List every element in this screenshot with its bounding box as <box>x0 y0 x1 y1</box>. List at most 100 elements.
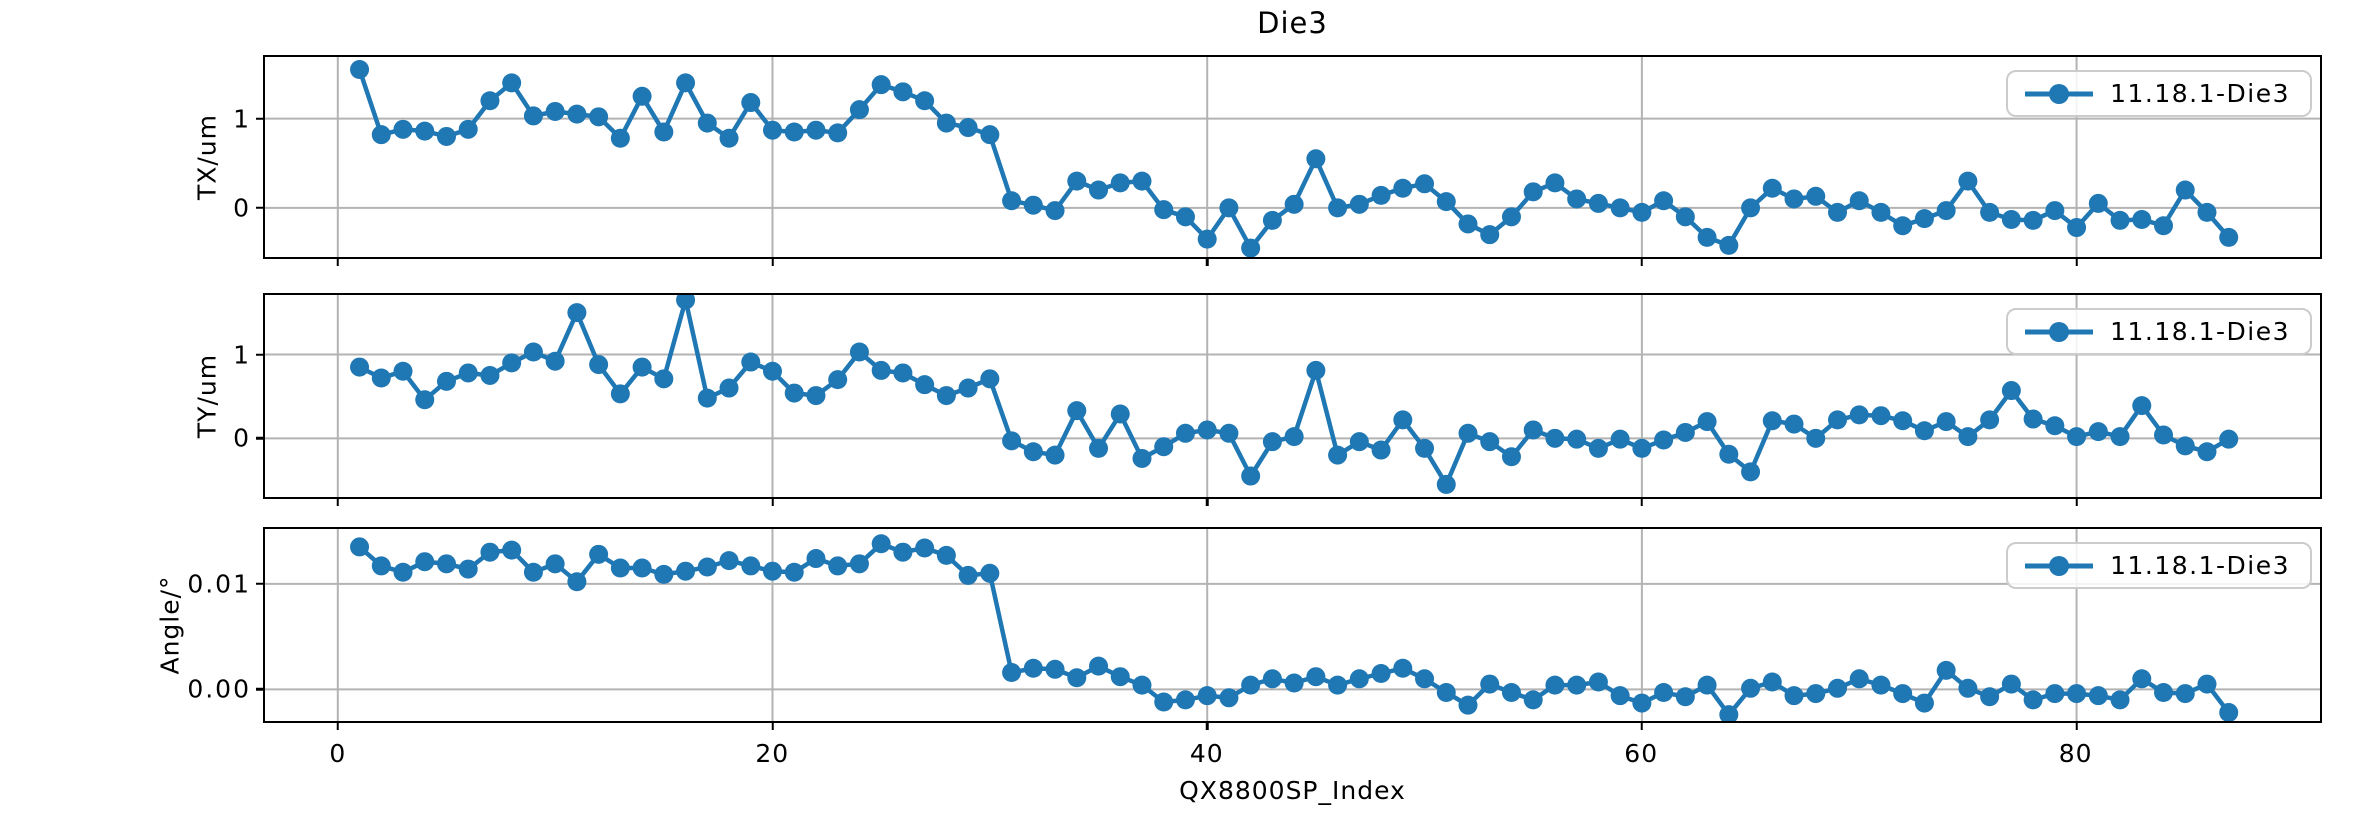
data-point-marker <box>2045 416 2065 436</box>
data-point-marker <box>719 378 739 398</box>
data-point-marker <box>2023 210 2043 230</box>
y-tick-label: 1 <box>233 340 251 369</box>
data-point-marker <box>502 540 522 560</box>
data-point-marker <box>958 378 978 398</box>
data-point-marker <box>2088 422 2108 442</box>
x-tick-mark <box>1640 257 1644 266</box>
data-point-marker <box>1762 178 1782 198</box>
x-tick-mark <box>771 497 774 506</box>
data-point-marker <box>1132 675 1152 695</box>
data-point-marker <box>1980 410 2000 430</box>
data-point-marker <box>1436 192 1456 212</box>
data-point-marker <box>1806 684 1826 704</box>
data-point-marker <box>893 363 913 383</box>
data-point-marker <box>2045 201 2065 221</box>
series-line <box>358 297 2230 487</box>
data-point-marker <box>480 91 500 111</box>
data-point-marker <box>1958 427 1978 447</box>
data-point-marker <box>1675 207 1695 227</box>
x-tick-mark <box>336 497 340 506</box>
data-point-marker <box>1632 438 1652 458</box>
data-point-marker <box>1980 202 2000 222</box>
x-tick-mark <box>336 257 340 266</box>
angle-chart-canvas <box>265 529 2320 721</box>
data-point-marker <box>958 118 978 138</box>
data-point-marker <box>1501 683 1521 703</box>
data-point-marker <box>1154 692 1174 712</box>
data-point-marker <box>936 113 956 133</box>
data-point-marker <box>1002 431 1022 451</box>
data-point-marker <box>1110 173 1130 193</box>
data-point-marker <box>784 383 804 403</box>
data-point-marker <box>1328 675 1348 695</box>
data-point-marker <box>415 552 435 572</box>
x-tick-mark <box>2075 721 2078 730</box>
data-point-marker <box>1784 189 1804 209</box>
data-point-marker <box>1067 668 1087 688</box>
x-tick-label: 0 <box>329 739 347 768</box>
data-point-marker <box>1241 238 1261 257</box>
data-point-marker <box>1154 437 1174 457</box>
data-point-marker <box>893 542 913 562</box>
data-point-marker <box>1219 198 1239 218</box>
ty-chart-canvas <box>265 295 2320 497</box>
data-point-marker <box>1806 428 1826 448</box>
data-point-marker <box>1654 430 1674 450</box>
data-point-marker <box>2197 202 2217 222</box>
data-point-marker <box>1741 462 1761 482</box>
y-tick-mark <box>256 582 265 586</box>
data-point-marker <box>806 549 826 569</box>
data-point-marker <box>1501 207 1521 227</box>
x-tick-mark <box>771 257 774 266</box>
data-point-marker <box>350 357 370 377</box>
data-point-marker <box>1849 669 1869 689</box>
data-point-marker <box>2175 180 2195 200</box>
data-point-marker <box>1958 171 1978 191</box>
data-point-marker <box>1067 171 1087 191</box>
data-point-marker <box>480 365 500 385</box>
x-tick-mark <box>336 721 340 730</box>
data-point-marker <box>1284 427 1304 447</box>
data-point-marker <box>1675 687 1695 707</box>
data-point-marker <box>2175 684 2195 704</box>
data-point-marker <box>502 353 522 373</box>
data-point-marker <box>828 556 848 576</box>
data-point-marker <box>2132 396 2152 416</box>
data-point-marker <box>589 107 609 127</box>
data-point-marker <box>1741 678 1761 698</box>
data-point-marker <box>915 375 935 395</box>
data-point-marker <box>1089 180 1109 200</box>
data-point-marker <box>784 562 804 582</box>
data-point-marker <box>350 60 370 79</box>
data-point-marker <box>1175 423 1195 443</box>
y-tick-mark <box>256 117 265 120</box>
data-point-marker <box>589 355 609 375</box>
data-point-marker <box>458 119 478 139</box>
data-point-marker <box>1480 674 1500 694</box>
data-point-marker <box>523 106 543 126</box>
data-point-marker <box>936 545 956 565</box>
data-point-marker <box>1306 667 1326 687</box>
y-tick-mark <box>256 688 265 691</box>
data-point-marker <box>1588 672 1608 692</box>
data-point-marker <box>632 558 652 578</box>
data-point-marker <box>1328 198 1348 218</box>
data-point-marker <box>371 556 391 576</box>
data-point-marker <box>1067 401 1087 421</box>
x-axis-label: QX8800SP_Index <box>1179 776 1406 805</box>
data-point-marker <box>436 371 456 391</box>
data-point-marker <box>436 554 456 574</box>
data-point-marker <box>1893 411 1913 431</box>
subplot-ty: TY/um 11.18.1-Die3 0 1 <box>193 293 2322 506</box>
data-point-marker <box>415 390 435 410</box>
data-point-marker <box>2067 684 2087 704</box>
data-point-marker <box>1936 412 1956 432</box>
data-point-marker <box>1849 191 1869 211</box>
data-point-marker <box>1936 660 1956 680</box>
data-point-marker <box>1175 207 1195 227</box>
data-point-marker <box>1610 429 1630 449</box>
data-point-marker <box>1349 669 1369 689</box>
data-point-marker <box>1697 675 1717 695</box>
data-point-marker <box>1936 201 1956 221</box>
data-point-marker <box>1197 420 1217 440</box>
